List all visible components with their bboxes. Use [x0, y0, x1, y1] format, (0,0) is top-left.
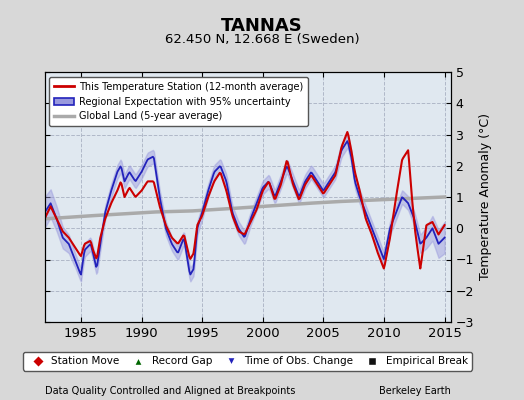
Text: Berkeley Earth: Berkeley Earth — [379, 386, 451, 396]
Legend: Station Move, Record Gap, Time of Obs. Change, Empirical Break: Station Move, Record Gap, Time of Obs. C… — [23, 352, 472, 370]
Y-axis label: Temperature Anomaly (°C): Temperature Anomaly (°C) — [479, 114, 493, 280]
Text: Data Quality Controlled and Aligned at Breakpoints: Data Quality Controlled and Aligned at B… — [45, 386, 295, 396]
Text: TANNAS: TANNAS — [221, 17, 303, 35]
Text: 62.450 N, 12.668 E (Sweden): 62.450 N, 12.668 E (Sweden) — [165, 34, 359, 46]
